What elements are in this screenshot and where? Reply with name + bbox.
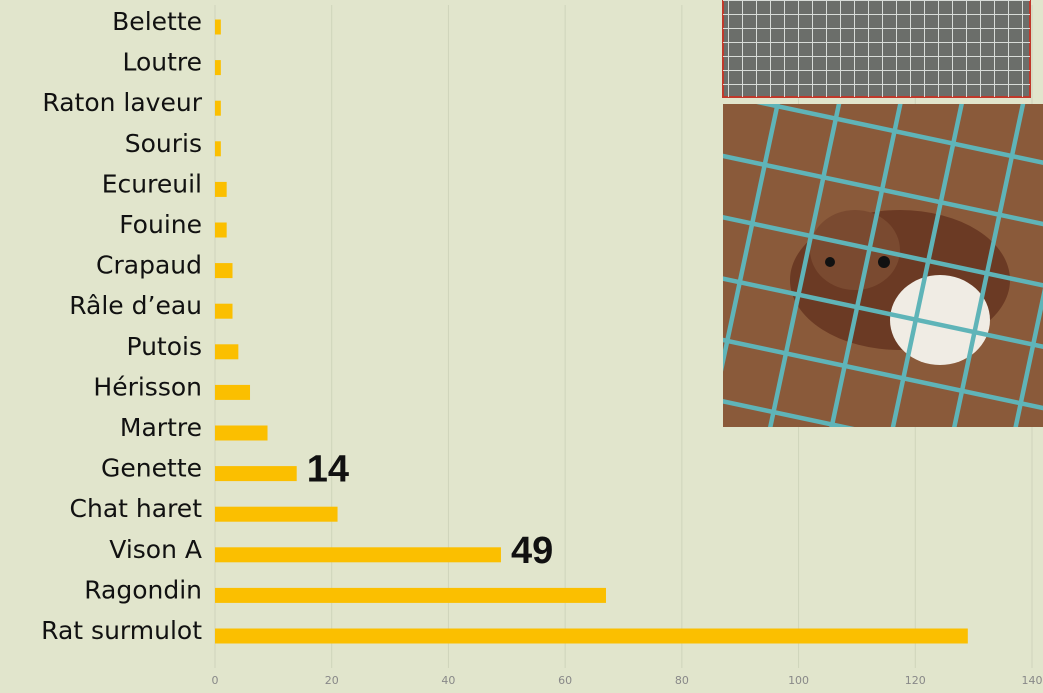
photo-top [722,0,1031,98]
bar [215,628,968,644]
y-tick-label: Loutre [122,48,202,77]
bar [215,60,221,76]
x-tick-label: 40 [441,674,455,687]
y-tick-label: Belette [112,7,202,36]
y-tick-label: Hérisson [93,372,202,401]
y-tick-label: Râle d’eau [69,291,202,320]
value-label: 14 [307,449,349,491]
y-tick-label: Crapaud [96,251,202,280]
bar [215,303,233,319]
bar [215,506,338,522]
y-tick-label: Martre [120,413,202,442]
y-tick-label: Chat haret [70,494,203,523]
bar [215,19,221,35]
x-tick-label: 0 [212,674,219,687]
bar [215,587,606,603]
bar [215,466,297,482]
y-tick-label: Fouine [119,210,202,239]
bar [215,263,233,279]
y-tick-label: Ecureuil [102,169,202,198]
bar [215,425,268,441]
bar [215,384,251,400]
y-tick-label: Vison A [109,535,202,564]
bar [215,547,501,563]
bar [215,181,227,197]
photo-weasel [723,104,1043,427]
y-tick-label: Raton laveur [42,88,202,117]
x-tick-label: 120 [905,674,926,687]
x-tick-label: 20 [325,674,339,687]
y-tick-label: Rat surmulot [41,616,202,645]
value-label: 49 [511,530,553,572]
bar [215,100,221,116]
x-tick-label: 100 [788,674,809,687]
y-tick-label: Genette [101,454,202,483]
x-tick-label: 60 [558,674,572,687]
y-tick-label: Ragondin [84,575,202,604]
bar [215,141,221,157]
y-tick-label: Souris [125,129,202,158]
bar [215,344,239,360]
bar [215,222,227,238]
x-tick-label: 140 [1022,674,1043,687]
y-tick-label: Putois [126,332,202,361]
x-tick-label: 80 [675,674,689,687]
